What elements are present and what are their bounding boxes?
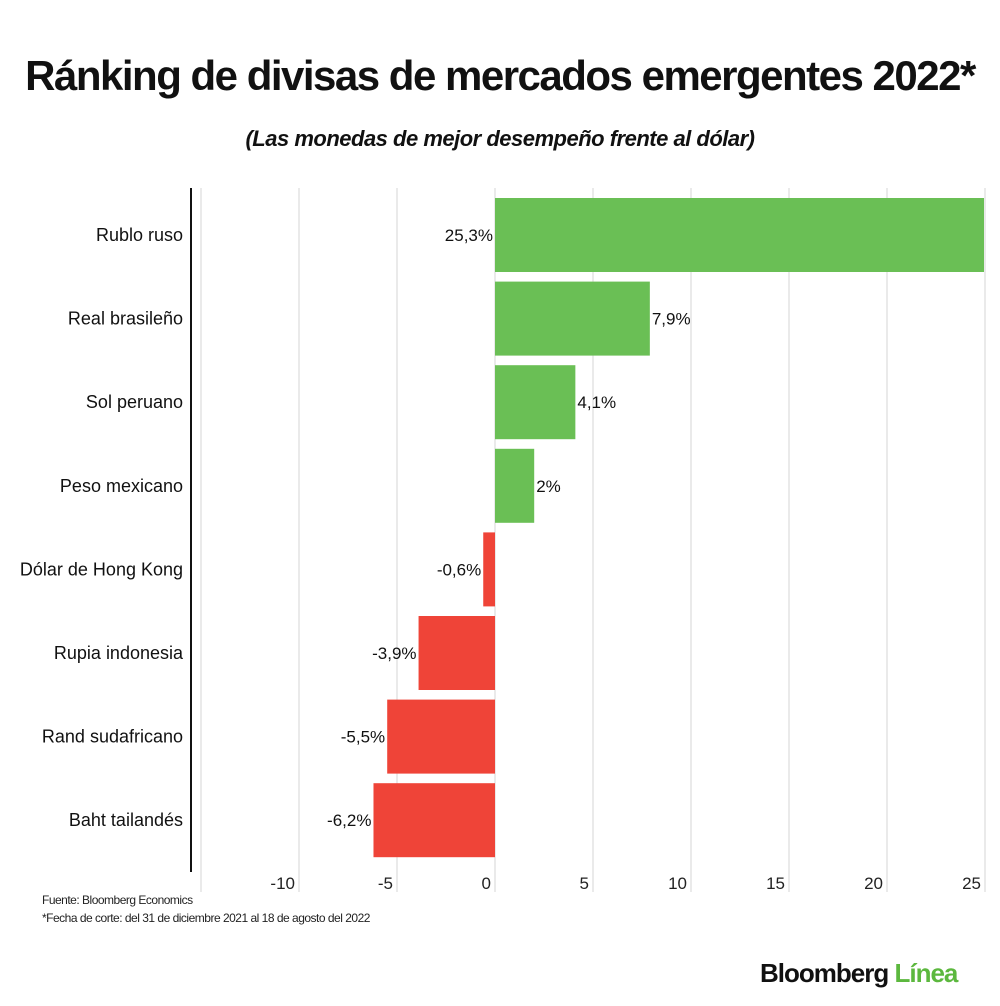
data-label: -3,9% xyxy=(372,644,416,663)
source-note: Fuente: Bloomberg Economics xyxy=(42,893,193,907)
data-label: -5,5% xyxy=(341,728,385,747)
data-label: -6,2% xyxy=(327,811,371,830)
bar xyxy=(418,616,495,690)
category-label: Sol peruano xyxy=(86,392,183,412)
x-tick-label: -10 xyxy=(270,874,295,893)
logo-part1: Bloomberg xyxy=(760,958,889,988)
x-tick-label: 20 xyxy=(864,874,883,893)
data-label: 7,9% xyxy=(652,310,691,329)
chart-subtitle: (Las monedas de mejor desempeño frente a… xyxy=(245,126,755,151)
logo-part2: Línea xyxy=(894,958,958,988)
bar xyxy=(495,448,535,523)
category-label: Rublo ruso xyxy=(96,225,183,245)
x-tick-label: -5 xyxy=(378,874,393,893)
bar xyxy=(483,532,495,607)
category-label: Baht tailandés xyxy=(69,810,183,830)
data-label: -0,6% xyxy=(437,560,481,579)
x-tick-label: 5 xyxy=(580,874,589,893)
bar xyxy=(387,699,495,774)
x-tick-label: 10 xyxy=(668,874,687,893)
chart-title: Ránking de divisas de mercados emergente… xyxy=(25,52,976,99)
category-label: Dólar de Hong Kong xyxy=(20,559,183,579)
x-tick-label: 15 xyxy=(766,874,785,893)
category-label: Peso mexicano xyxy=(60,476,183,496)
data-label: 4,1% xyxy=(577,393,616,412)
data-label: 25,3% xyxy=(445,226,493,245)
category-label: Rupia indonesia xyxy=(54,643,184,663)
x-tick-label: 25 xyxy=(962,874,981,893)
category-label: Rand sudafricano xyxy=(42,727,183,747)
bar xyxy=(373,783,495,858)
data-label: 2% xyxy=(536,477,561,496)
footnote: *Fecha de corte: del 31 de diciembre 202… xyxy=(42,911,370,925)
bar xyxy=(495,198,984,272)
category-label: Real brasileño xyxy=(68,309,183,329)
bloomberg-linea-logo: Bloomberg Línea xyxy=(760,958,958,989)
bar xyxy=(495,365,576,440)
bar xyxy=(495,281,650,356)
x-tick-label: 0 xyxy=(482,874,491,893)
